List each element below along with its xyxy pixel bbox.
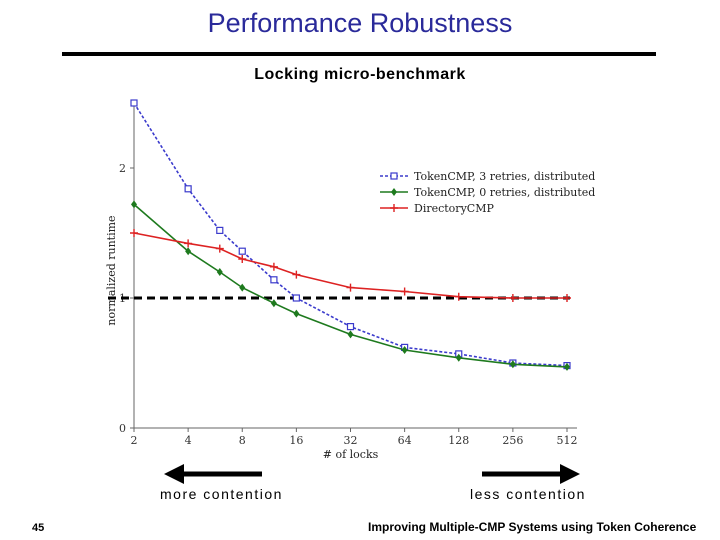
y-axis-label: normalized runtime — [105, 215, 118, 325]
y-tick-label: 2 — [119, 162, 126, 175]
data-point-0-4 — [270, 276, 278, 284]
data-point-0-1 — [184, 185, 192, 193]
data-point-0-0 — [130, 99, 138, 107]
chart-title: Locking micro-benchmark — [254, 66, 466, 83]
data-point-1-8 — [455, 353, 462, 362]
more-contention-arrow-head — [164, 464, 184, 484]
slide-title: Performance Robustness — [207, 8, 513, 38]
less-contention-label: less contention — [470, 486, 586, 502]
x-tick-label: 4 — [185, 434, 192, 447]
data-point-1-2 — [216, 268, 223, 276]
data-point-1-0 — [131, 200, 137, 209]
x-tick-label: 512 — [557, 434, 578, 447]
legend-marker-0 — [390, 172, 398, 180]
data-point-2-6 — [346, 283, 355, 292]
legend-marker-1 — [391, 188, 397, 196]
page-number: 45 — [32, 522, 45, 534]
data-point-2-7 — [400, 287, 409, 296]
x-tick-label: 32 — [344, 434, 358, 447]
data-point-2-2 — [215, 244, 224, 253]
data-point-1-10 — [564, 362, 570, 371]
data-point-0-5 — [292, 294, 300, 302]
data-point-2-10 — [563, 294, 571, 302]
x-tick-label: 64 — [398, 434, 412, 447]
x-tick-label: 16 — [289, 434, 303, 447]
data-point-2-5 — [292, 270, 301, 279]
legend-marker-2 — [390, 204, 398, 212]
legend-label-0: TokenCMP, 3 retries, distributed — [414, 170, 595, 183]
data-point-2-0 — [130, 229, 138, 237]
x-tick-label: 128 — [448, 434, 469, 447]
data-point-1-3 — [239, 283, 246, 292]
data-point-1-1 — [185, 247, 192, 256]
x-tick-label: 8 — [239, 434, 246, 447]
more-contention-label: more contention — [160, 486, 283, 502]
data-point-1-6 — [347, 330, 354, 339]
less-contention-arrow-head — [560, 464, 580, 484]
data-point-0-2 — [216, 226, 224, 234]
footer-text: Improving Multiple-CMP Systems using Tok… — [368, 520, 697, 534]
data-point-2-8 — [454, 292, 463, 301]
data-point-1-4 — [270, 299, 277, 308]
data-point-1-5 — [293, 309, 300, 318]
data-point-2-4 — [269, 262, 278, 271]
data-point-1-7 — [401, 346, 408, 354]
title-rule — [62, 52, 656, 56]
data-point-0-6 — [346, 323, 355, 331]
legend-label-1: TokenCMP, 0 retries, distributed — [414, 186, 595, 199]
data-point-2-3 — [238, 255, 247, 263]
x-axis-label: # of locks — [323, 448, 379, 461]
y-tick-label: 0 — [119, 422, 126, 435]
data-point-0-3 — [238, 247, 246, 255]
data-point-2-9 — [508, 294, 517, 302]
data-point-1-9 — [509, 360, 516, 369]
legend-label-2: DirectoryCMP — [414, 202, 494, 215]
data-point-2-1 — [184, 239, 193, 248]
x-tick-label: 2 — [131, 434, 138, 447]
x-tick-label: 256 — [502, 434, 523, 447]
